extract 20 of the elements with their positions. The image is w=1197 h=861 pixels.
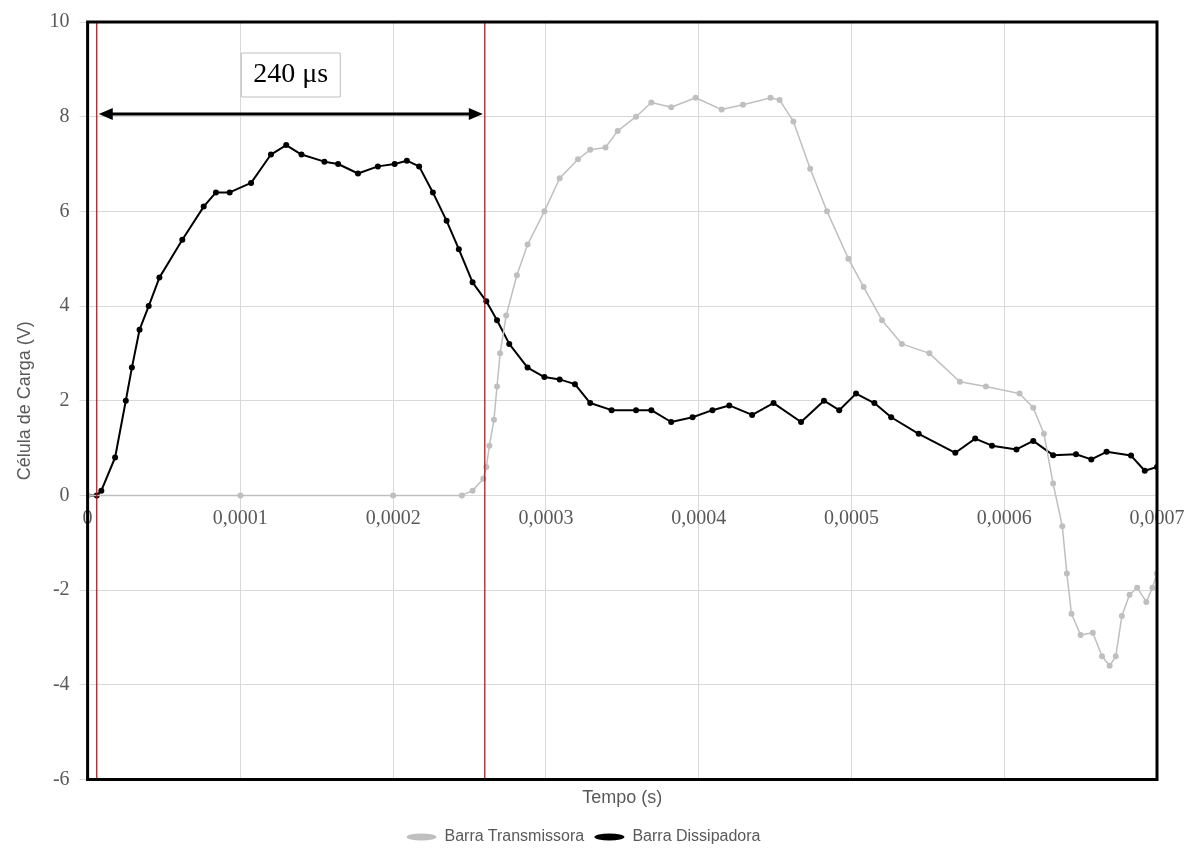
x-tick-label: 0,0003 (518, 505, 574, 528)
x-axis-title: Tempo (s) (582, 787, 663, 808)
y-tick-label: 0 (59, 482, 70, 505)
y-tick-label: 2 (59, 387, 70, 410)
y-tick-label: -6 (52, 766, 70, 789)
x-tick-label: 0,0002 (365, 505, 421, 528)
annotation: 240 μs (253, 57, 329, 89)
y-axis-title: Célula de Carga (V) (13, 321, 34, 481)
y-tick-label: 8 (59, 103, 70, 126)
x-tick-label: 0,0004 (671, 505, 727, 528)
y-tick-label: -4 (52, 671, 70, 694)
y-tick-label: 4 (59, 293, 70, 316)
x-tick-label: 0,0001 (212, 505, 268, 528)
y-tick-label: -2 (52, 577, 70, 600)
y-tick-label: 10 (49, 9, 70, 32)
x-tick-label: 0,0006 (976, 505, 1032, 528)
y-tick-label: 6 (59, 198, 70, 221)
x-tick-label: 0,0005 (823, 505, 879, 528)
legend-label: Barra Transmissora (444, 827, 585, 845)
legend-label: Barra Dissipadora (632, 827, 761, 845)
